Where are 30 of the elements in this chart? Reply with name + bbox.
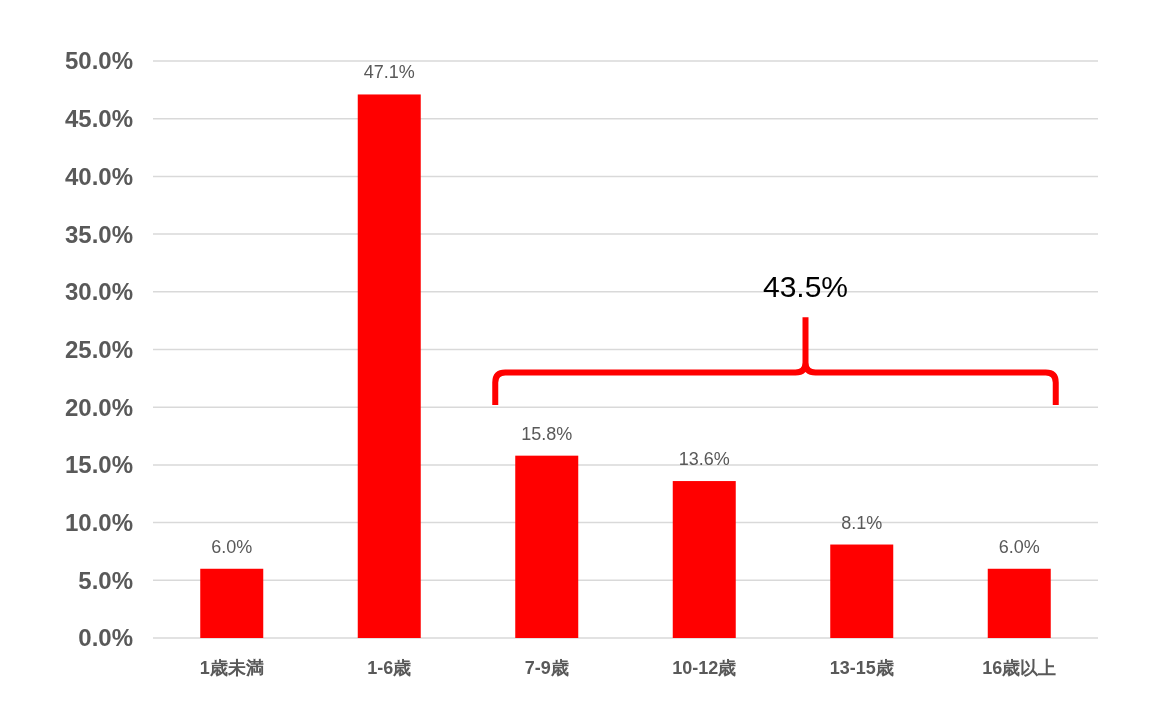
y-tick-label: 30.0% — [64, 278, 133, 306]
y-tick-label: 0.0% — [78, 624, 133, 652]
bar — [987, 568, 1051, 638]
bar — [200, 568, 264, 638]
y-tick-label: 5.0% — [78, 566, 133, 594]
data-label: 8.1% — [841, 512, 883, 533]
data-label: 15.8% — [521, 423, 573, 444]
data-label: 6.0% — [998, 536, 1040, 557]
x-tick-label: 1歳未満 — [199, 658, 264, 678]
x-tick-label: 1-6歳 — [367, 658, 412, 678]
y-tick-label: 45.0% — [64, 105, 133, 133]
y-tick-label: 20.0% — [64, 393, 133, 421]
bar — [515, 455, 579, 638]
x-tick-label: 10-12歳 — [672, 658, 737, 678]
data-label: 13.6% — [678, 449, 730, 470]
x-tick-label: 7-9歳 — [524, 658, 569, 678]
y-tick-label: 15.0% — [64, 451, 133, 479]
y-tick-label: 50.0% — [64, 47, 133, 75]
y-tick-label: 35.0% — [64, 220, 133, 248]
data-label: 6.0% — [211, 536, 253, 557]
bar — [357, 94, 421, 638]
y-tick-label: 25.0% — [64, 335, 133, 363]
y-tick-label: 40.0% — [64, 162, 133, 190]
annotation: 43.5% — [762, 270, 849, 304]
x-tick-label: 16歳以上 — [982, 658, 1057, 678]
x-tick-label: 13-15歳 — [829, 658, 894, 678]
bar — [672, 481, 736, 638]
data-label: 47.1% — [363, 62, 415, 83]
y-tick-label: 10.0% — [64, 509, 133, 536]
bar — [830, 544, 894, 638]
